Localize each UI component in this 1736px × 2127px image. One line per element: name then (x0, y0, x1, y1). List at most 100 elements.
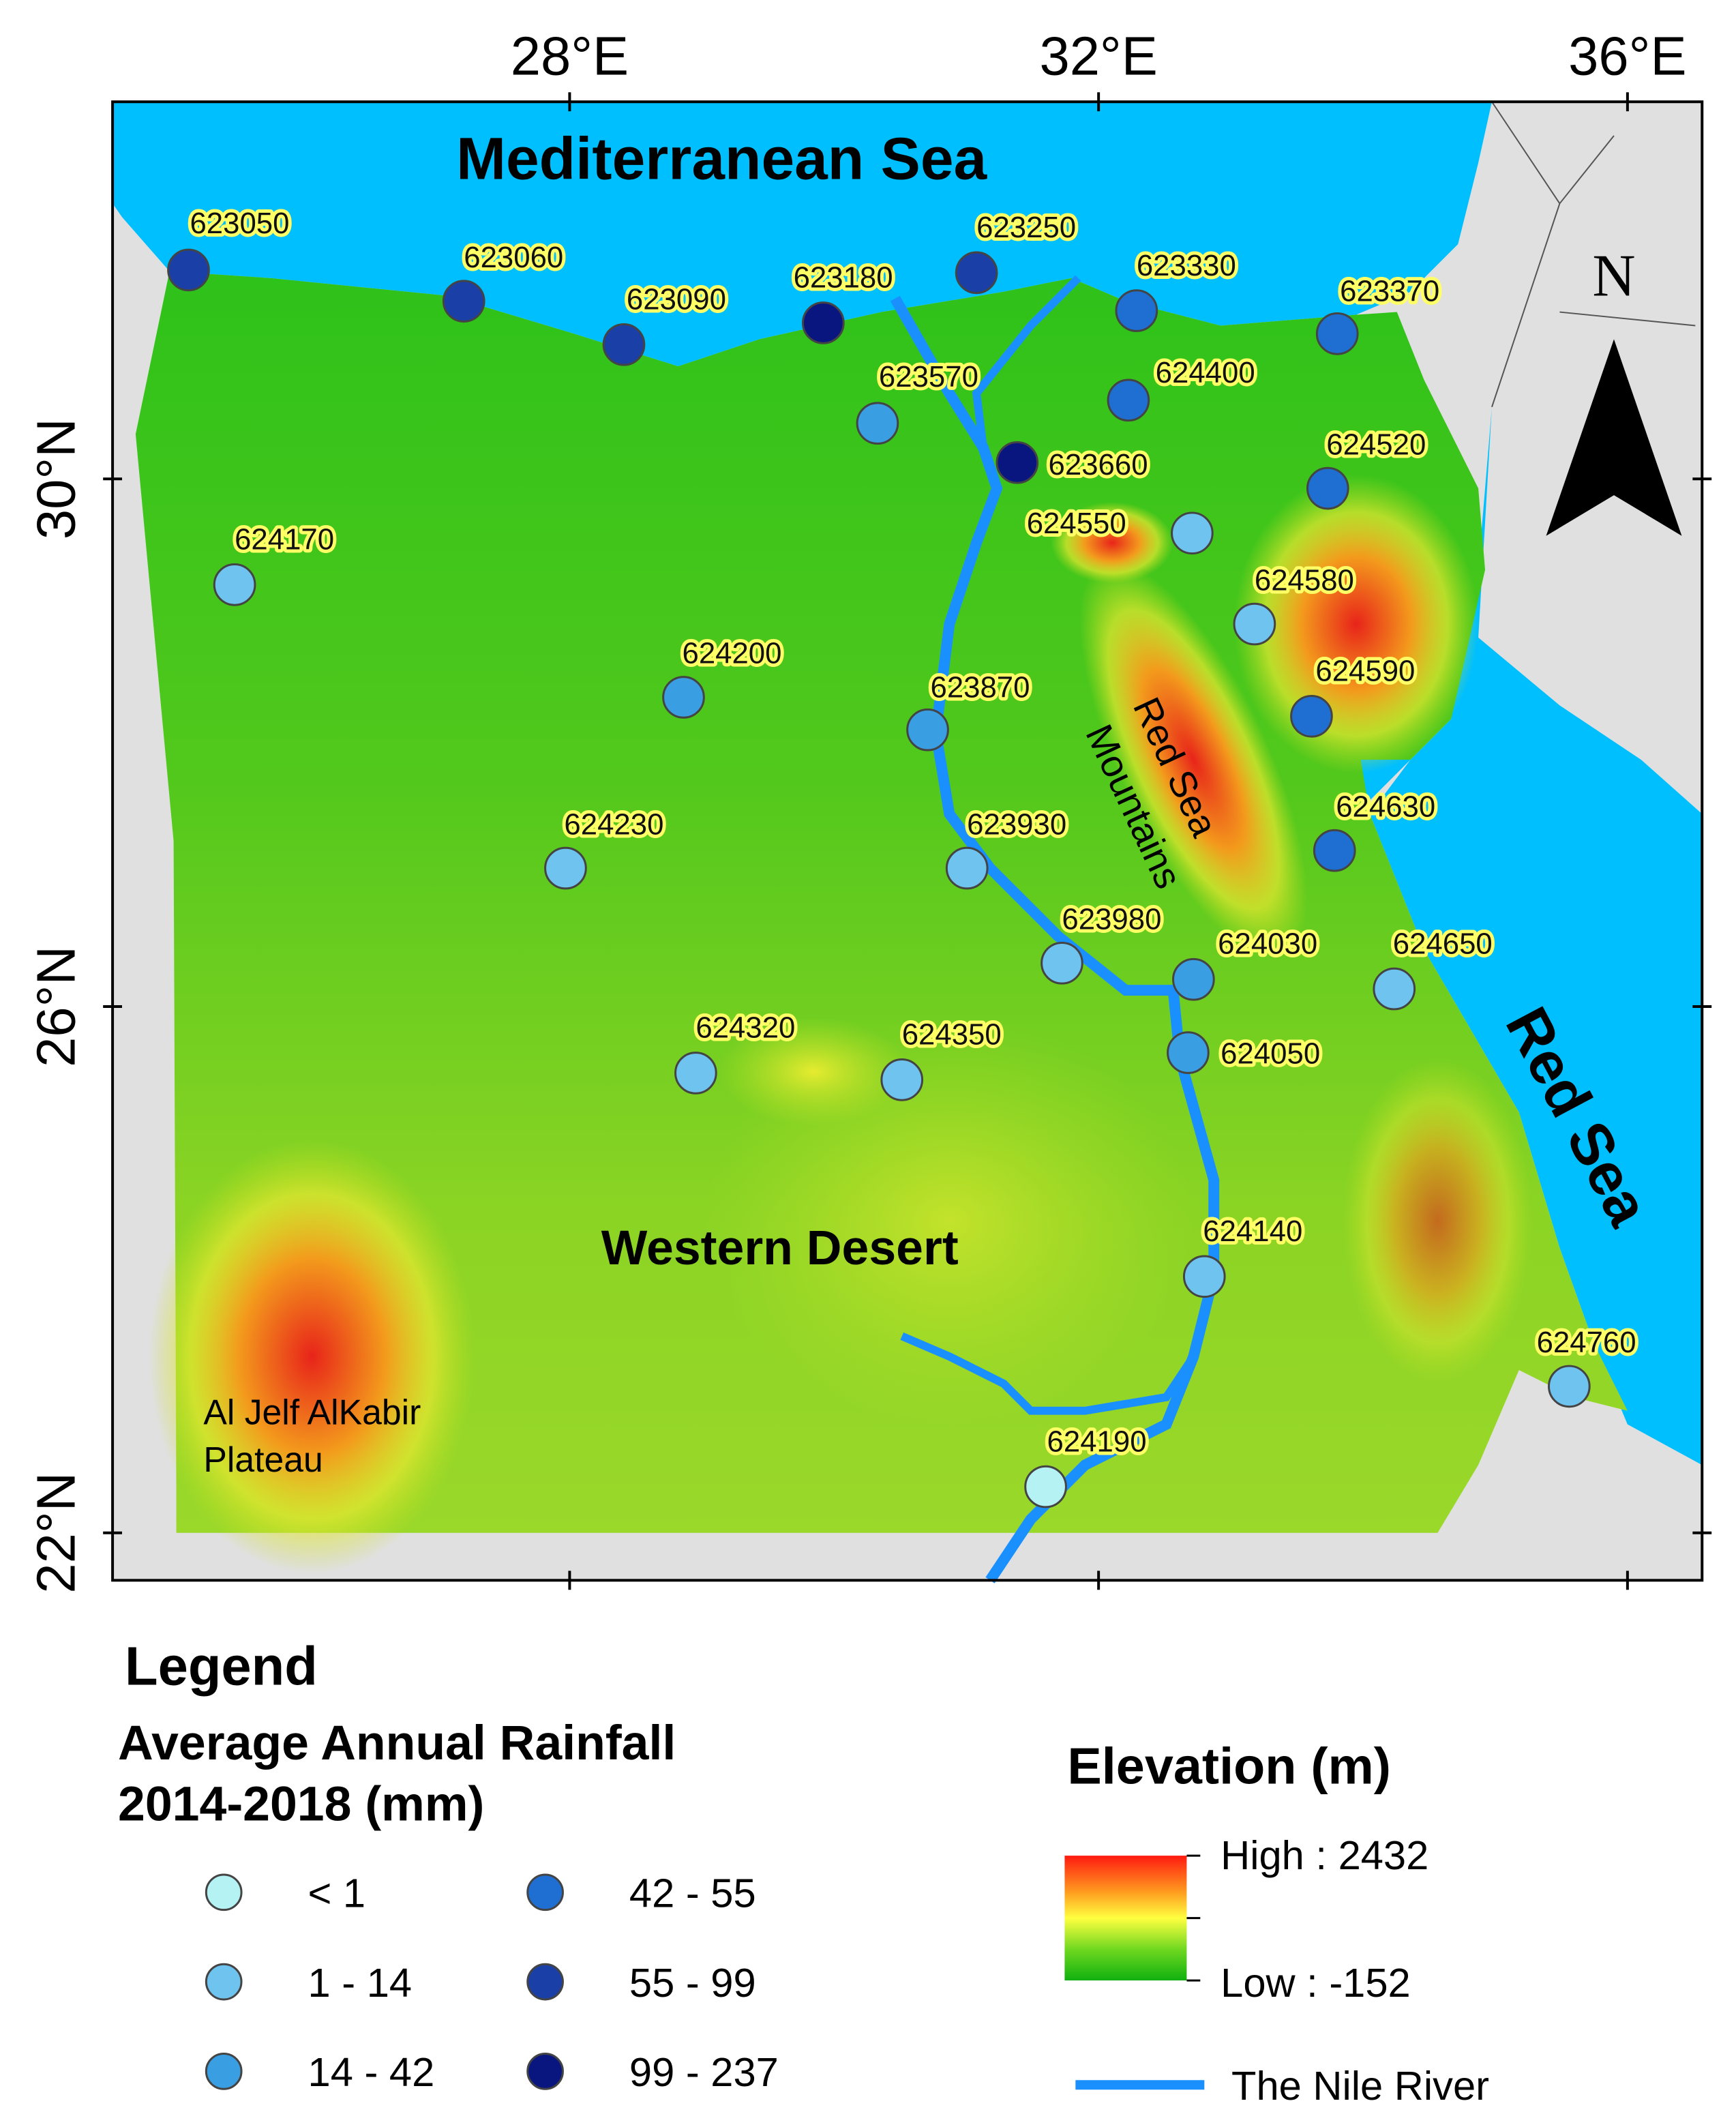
station (856, 402, 899, 445)
station-label: 624140 (1203, 1215, 1302, 1248)
station (906, 708, 949, 752)
station-label: 623930 (967, 807, 1066, 841)
station (1115, 289, 1158, 332)
gulf-of-suez (1166, 434, 1411, 814)
station-label: 623050 (190, 207, 289, 240)
legend-swatch (526, 1963, 564, 2001)
station-label: 624650 (1393, 927, 1493, 960)
station-label: 624050 (1221, 1037, 1320, 1071)
lake-nasser (900, 1332, 1197, 1415)
north-arrow (1546, 339, 1682, 536)
borders (1491, 101, 1696, 408)
lat-label: 22°N (25, 1472, 86, 1594)
station (213, 563, 256, 606)
legend-swatch (205, 2053, 243, 2090)
station (1024, 1465, 1067, 1508)
station-label: 623330 (1137, 249, 1236, 282)
station (1290, 694, 1333, 738)
region-label: Plateau (203, 1440, 323, 1479)
station (1167, 1031, 1210, 1074)
dynamic-layer: 28°E 32°E 36°E 30°N 26°N 22°N 623050 623060 6230… (25, 25, 1712, 2109)
station-label: 624200 (682, 637, 781, 670)
lat-label: 30°N (25, 418, 86, 539)
station-label: 624350 (902, 1018, 1002, 1052)
elevation-high (149, 1139, 475, 1574)
legend-label: < 1 (308, 1871, 366, 1916)
station-label: 624190 (1047, 1425, 1147, 1458)
legend-label: 1 - 14 (308, 1960, 413, 2006)
north-label: N (1592, 243, 1635, 309)
station-label: 623090 (627, 283, 726, 316)
elevation-title: Elevation (m) (1067, 1738, 1391, 1796)
lon-label: 28°E (511, 25, 629, 86)
station-label: 624590 (1315, 655, 1415, 688)
legend-subtitle: Average Annual Rainfall (118, 1716, 676, 1770)
legend-swatch (526, 2053, 564, 2090)
elevation-high (1051, 502, 1173, 584)
legend-label: 14 - 42 (308, 2049, 435, 2095)
station (1041, 941, 1083, 985)
lon-label: 36°E (1568, 25, 1686, 86)
elevation-high: High : 2432 (1221, 1832, 1428, 1878)
elevation-low: Low : -152 (1221, 1960, 1411, 2006)
station (1107, 378, 1150, 422)
station-label: 623370 (1340, 275, 1439, 308)
station (1171, 511, 1214, 555)
station (1548, 1365, 1591, 1408)
station-label: 624030 (1218, 927, 1317, 960)
region-label: Al Jelf AlKabir (203, 1393, 421, 1432)
station (674, 1052, 717, 1095)
station-label: 624580 (1255, 563, 1354, 597)
station (1313, 829, 1356, 872)
legend-title: Legend (125, 1635, 318, 1696)
station (662, 676, 705, 719)
station (955, 251, 998, 295)
station-label: 624760 (1537, 1326, 1636, 1359)
elevation-colorbar (1064, 1856, 1187, 1981)
legend-label: 42 - 55 (629, 1871, 756, 1916)
station-label: 624170 (235, 523, 334, 556)
station (1306, 466, 1349, 510)
station-label: 623250 (976, 211, 1076, 244)
legend-swatch (205, 1873, 243, 1912)
station-label: 624630 (1336, 790, 1435, 823)
station (1172, 957, 1215, 1001)
station (880, 1058, 924, 1101)
nile-river (890, 295, 1220, 1583)
station-label: 624230 (564, 807, 663, 841)
sea-label: Mediterranean Sea (456, 125, 987, 192)
station (1315, 312, 1359, 355)
station-label: 623570 (879, 360, 978, 393)
elevation-high (1079, 560, 1308, 960)
station (544, 846, 587, 890)
station-label: 623180 (794, 261, 893, 295)
station-label: 623980 (1062, 903, 1161, 936)
legend-subtitle: 2014-2018 (mm) (118, 1776, 484, 1831)
region-label: Western Desert (601, 1221, 959, 1275)
station (167, 248, 210, 292)
station (602, 323, 646, 366)
river-label: The Nile River (1231, 2063, 1489, 2109)
station-label: 624520 (1326, 428, 1426, 461)
lon-label: 32°E (1039, 25, 1157, 86)
map-frame (111, 100, 1704, 1582)
station-label: 624550 (1027, 507, 1126, 540)
red-sea (1369, 406, 1703, 1466)
nile-branch (972, 275, 1081, 449)
station (945, 846, 989, 890)
legend-label: 99 - 237 (629, 2049, 779, 2095)
station (802, 301, 845, 344)
station-label: 623060 (464, 241, 563, 274)
station-label: 624320 (695, 1011, 795, 1045)
legend-swatch (526, 1873, 564, 1912)
elevation-mid (705, 1017, 1194, 1425)
station-label: 623870 (930, 670, 1030, 704)
station (1373, 967, 1416, 1011)
station (1182, 1255, 1226, 1298)
station-label: 624400 (1156, 356, 1255, 389)
station (996, 441, 1039, 484)
station-label: 623660 (1049, 448, 1148, 481)
station (442, 280, 485, 323)
